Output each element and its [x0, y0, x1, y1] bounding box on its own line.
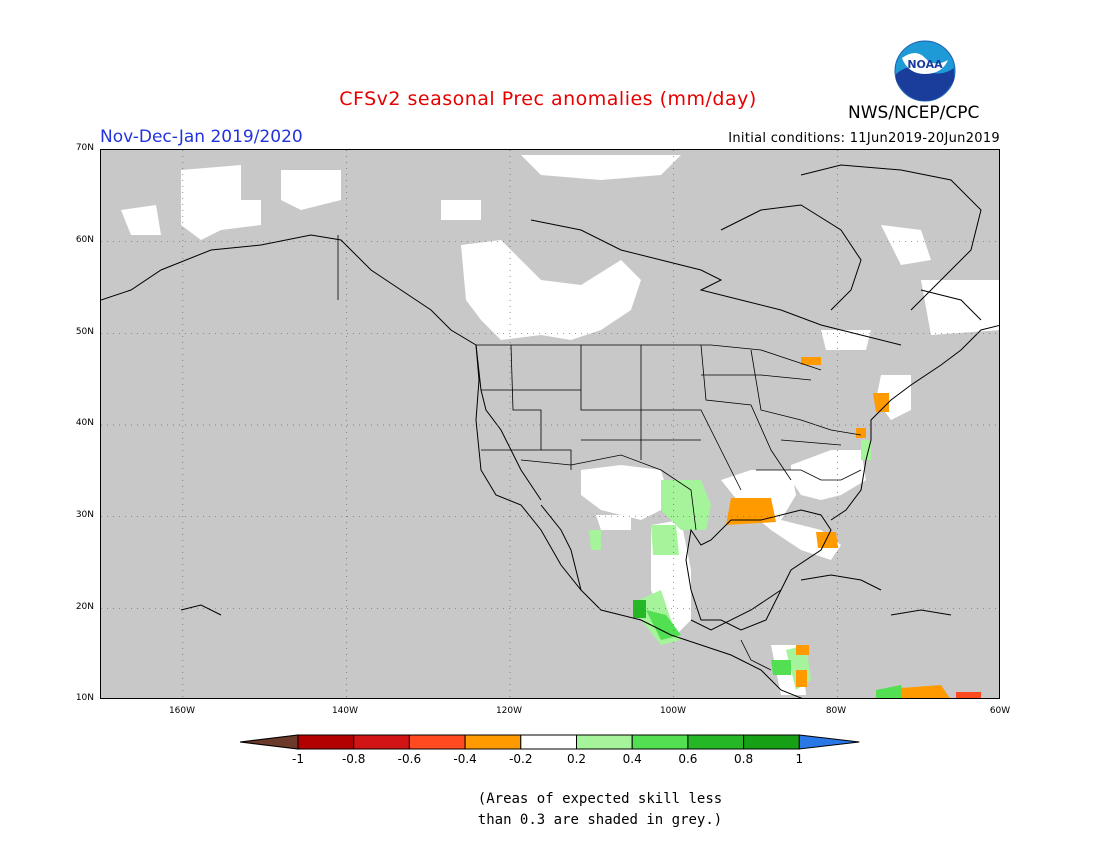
colorbar-tick-label: 0.4 — [622, 752, 642, 766]
colorbar-box — [576, 734, 633, 750]
lat-label: 70N — [75, 143, 94, 153]
lon-label: 120W — [495, 706, 523, 716]
neutral-regions — [121, 155, 999, 695]
colorbar-tick-label: 0.8 — [734, 752, 754, 766]
colorbar-tick-label: 0.6 — [678, 752, 698, 766]
coastlines — [101, 164, 999, 698]
lon-label: 100W — [659, 706, 687, 716]
graticule — [101, 150, 999, 698]
agency-label: NWS/NCEP/CPC — [848, 103, 980, 123]
colorbar-arrow-low — [239, 734, 299, 750]
colorbar-box — [631, 734, 689, 750]
lat-label: 30N — [75, 510, 94, 520]
lon-label: 60W — [989, 706, 1011, 716]
colorbar-tick-label: 0.2 — [566, 752, 587, 766]
colorbar-tick-label: -0.8 — [341, 752, 366, 766]
colorbar-tick-label: -0.6 — [397, 752, 422, 766]
colorbar-tick-label: -0.2 — [509, 752, 533, 766]
lat-label: 50N — [75, 327, 94, 337]
negative-anomaly-medium — [956, 692, 981, 698]
lon-label: 80W — [825, 706, 847, 716]
forecast-period: Nov-Dec-Jan 2019/2020 — [100, 127, 303, 147]
lat-label: 20N — [75, 602, 94, 612]
colorbar-box — [464, 734, 522, 750]
lat-label: 60N — [75, 235, 94, 245]
initial-conditions: Initial conditions: 11Jun2019-20Jun2019 — [728, 131, 1000, 146]
skill-note-line-1: (Areas of expected skill less — [477, 791, 723, 807]
lon-label: 140W — [331, 706, 359, 716]
colorbar-tick-label: -1 — [292, 752, 304, 766]
colorbar-box — [687, 734, 745, 750]
skill-note-line-2: than 0.3 are shaded in grey.) — [477, 812, 723, 828]
colorbar-tick-label: -0.4 — [453, 752, 477, 766]
positive-anomaly-strong — [633, 600, 646, 618]
anomaly-map — [100, 149, 1000, 699]
colorbar-arrow-high — [798, 734, 860, 750]
colorbar-box — [520, 734, 577, 750]
colorbar-box — [297, 734, 355, 750]
lon-label: 160W — [168, 706, 196, 716]
lat-label: 10N — [75, 693, 94, 703]
political-borders — [337, 235, 862, 671]
colorbar-tick-label: 1 — [795, 752, 804, 766]
logo-text: NOAA — [907, 58, 943, 71]
noaa-logo: NOAA — [894, 40, 956, 102]
positive-anomaly-medium — [646, 610, 906, 698]
colorbar — [239, 733, 862, 755]
colorbar-box — [743, 734, 800, 750]
colorbar-box — [408, 734, 466, 750]
negative-anomaly-light — [726, 357, 950, 698]
lat-label: 40N — [75, 418, 94, 428]
colorbar-box — [353, 734, 410, 750]
map-title: CFSv2 seasonal Prec anomalies (mm/day) — [339, 88, 757, 110]
